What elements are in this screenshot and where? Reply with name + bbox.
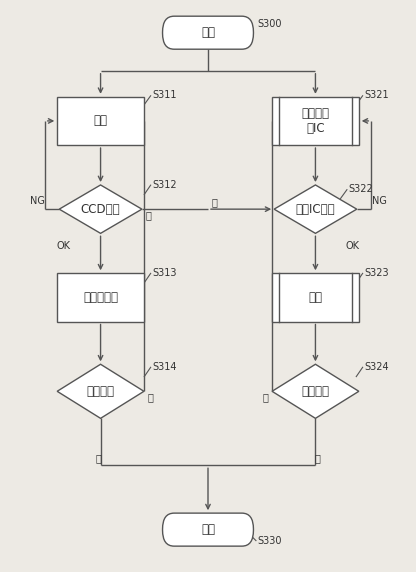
Text: 取料: 取料 (308, 291, 322, 304)
Text: S312: S312 (152, 180, 177, 190)
Text: S313: S313 (152, 268, 177, 278)
Text: NG: NG (30, 196, 45, 205)
Text: S300: S300 (258, 19, 282, 29)
Text: OK: OK (346, 241, 359, 251)
Polygon shape (274, 185, 357, 233)
Bar (57, 273, 144, 321)
Text: 开始: 开始 (201, 26, 215, 39)
FancyBboxPatch shape (163, 513, 253, 546)
Polygon shape (57, 364, 144, 418)
Text: 否: 否 (314, 453, 320, 463)
Text: CCD比对: CCD比对 (81, 202, 120, 216)
Text: 判断IC状态: 判断IC状态 (296, 202, 335, 216)
Text: S322: S322 (349, 184, 373, 194)
Text: 是否继续: 是否继续 (302, 385, 329, 398)
Text: 检测烧录
区IC: 检测烧录 区IC (302, 107, 329, 135)
Text: 是否继续: 是否继续 (87, 385, 114, 398)
Text: 是: 是 (211, 197, 217, 207)
Text: S321: S321 (364, 90, 389, 100)
Bar (57, 97, 144, 145)
Text: S330: S330 (258, 536, 282, 546)
Text: 放入烧录区: 放入烧录区 (83, 291, 118, 304)
Text: S314: S314 (152, 362, 177, 372)
Text: OK: OK (57, 241, 70, 251)
Text: NG: NG (372, 196, 387, 205)
Text: 是: 是 (262, 392, 268, 402)
Bar (272, 97, 359, 145)
Polygon shape (272, 364, 359, 418)
Text: 结束: 结束 (201, 523, 215, 536)
Text: S324: S324 (364, 362, 389, 372)
Text: S311: S311 (152, 90, 177, 100)
Polygon shape (59, 185, 142, 233)
Text: 是: 是 (145, 210, 151, 220)
Text: 放料: 放料 (94, 114, 108, 128)
Text: 否: 否 (96, 453, 102, 463)
Bar (272, 273, 359, 321)
Text: 是: 是 (147, 392, 153, 402)
FancyBboxPatch shape (163, 16, 253, 49)
Text: S323: S323 (364, 268, 389, 278)
